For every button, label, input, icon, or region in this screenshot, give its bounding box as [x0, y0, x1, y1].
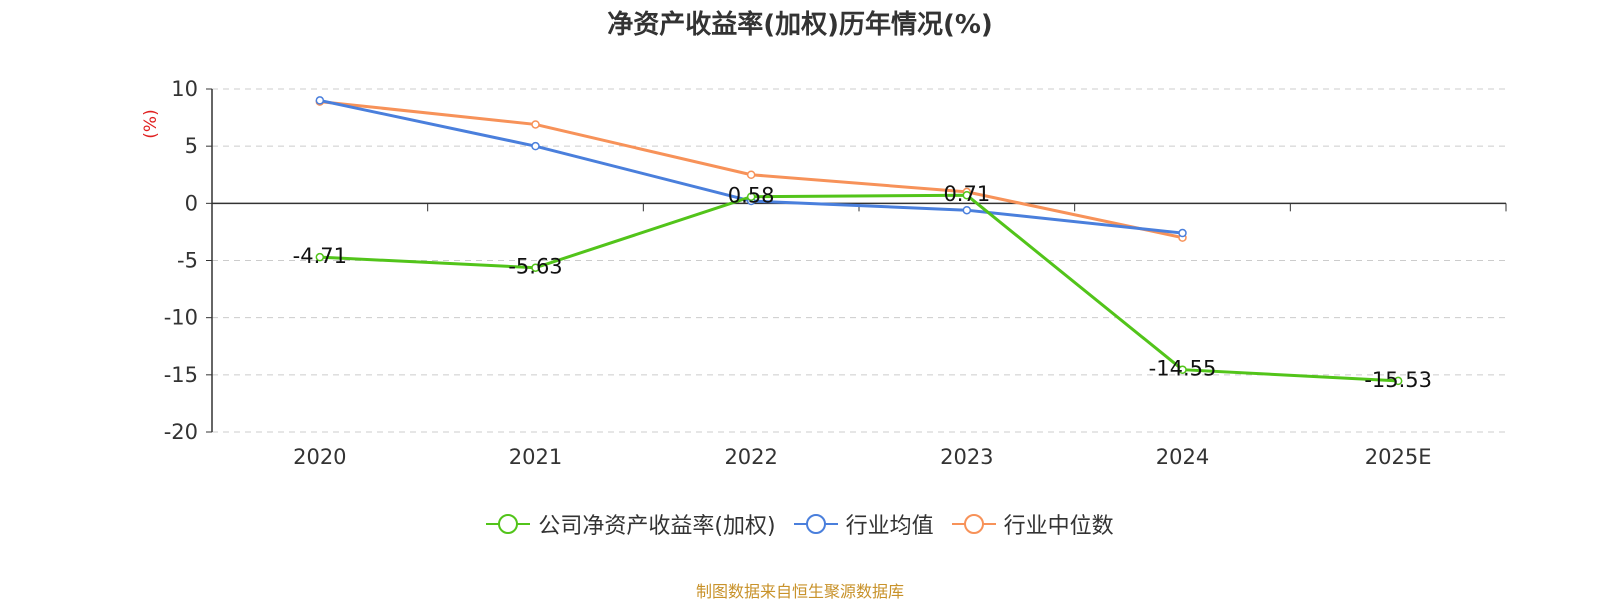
data-point [315, 252, 325, 262]
series-line [319, 100, 1183, 240]
y-tick-label: -15 [164, 363, 198, 387]
data-point [531, 263, 540, 272]
y-tick-label: -20 [164, 420, 198, 444]
axes: 10 5 0 -5 -10 -15 -20 2020 2021 2022 2023 2024 2025E [164, 77, 1507, 469]
data-label: -4.71 [293, 244, 347, 268]
data-labels: -4.71 -5.63 0.58 0.71 -14.55 -15.53 [293, 182, 1432, 392]
legend-marker-icon [486, 514, 531, 534]
data-label: -15.53 [1364, 368, 1432, 392]
legend: 公司净资产收益率(加权) 行业均值 行业中位数 [0, 508, 1600, 540]
series-lines [315, 96, 1403, 386]
legend-label: 行业中位数 [1003, 514, 1114, 539]
data-point [746, 170, 756, 179]
data-point [531, 141, 540, 151]
series-line [319, 98, 1183, 235]
data-label: 0.58 [728, 184, 775, 208]
x-tick-label: 2023 [940, 445, 993, 469]
chart-title: 净资产收益率(加权)历年情况(%) [607, 10, 993, 40]
x-tick-label: 2022 [724, 445, 777, 469]
legend-marker-icon [793, 514, 838, 534]
y-tick-label: 0 [185, 191, 198, 215]
data-point [962, 205, 972, 215]
legend-marker-icon [951, 514, 996, 534]
data-label: -5.63 [508, 255, 562, 279]
data-point [531, 120, 540, 129]
y-tick-label: 5 [185, 134, 198, 158]
data-point [1178, 365, 1187, 374]
legend-label: 行业均值 [845, 514, 934, 539]
data-label: -14.55 [1149, 357, 1217, 381]
y-tick-label: -10 [164, 306, 198, 330]
data-point [746, 192, 756, 201]
legend-item[interactable]: 公司净资产收益率(加权) [486, 508, 776, 540]
x-tick-label: 2024 [1156, 445, 1209, 469]
data-label: 0.71 [943, 182, 990, 206]
data-point [315, 96, 325, 105]
y-axis-title: (%) [141, 109, 161, 138]
x-tick-label: 2020 [293, 445, 346, 469]
data-point [962, 190, 972, 200]
source-note: 制图数据来自恒生聚源数据库 [695, 582, 904, 601]
legend-label: 公司净资产收益率(加权) [538, 514, 776, 539]
legend-item[interactable]: 行业中位数 [951, 508, 1114, 540]
x-tick-label: 2021 [509, 445, 562, 469]
x-tick-label: 2025E [1365, 445, 1432, 469]
data-point [1178, 228, 1187, 238]
series-line [319, 193, 1399, 383]
y-tick-label: 10 [171, 77, 198, 101]
y-tick-label: -5 [177, 249, 198, 273]
legend-item[interactable]: 行业均值 [793, 508, 934, 540]
data-point [1393, 376, 1403, 386]
